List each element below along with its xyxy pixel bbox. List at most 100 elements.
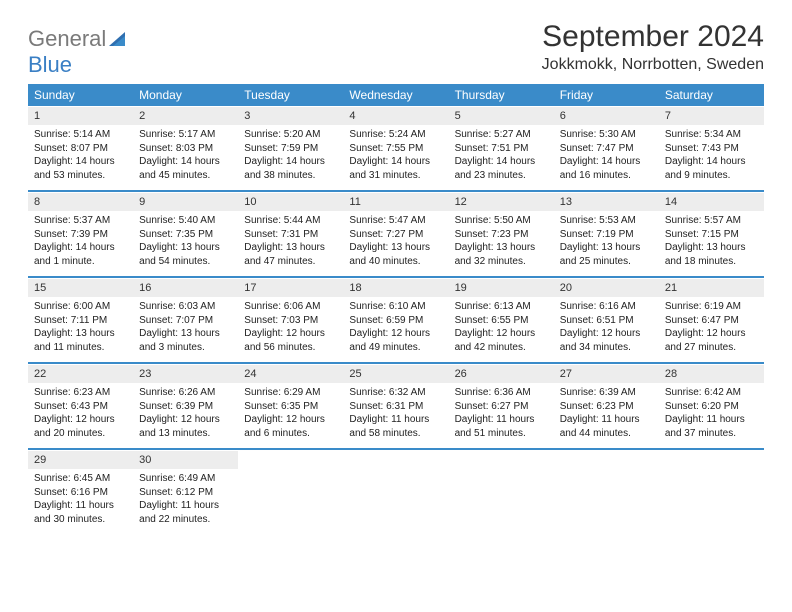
title-block: September 2024 Jokkmokk, Norrbotten, Swe… <box>542 20 764 74</box>
day-number: 15 <box>28 278 133 297</box>
day-number-row: 1234567 <box>28 106 764 125</box>
day-number: 21 <box>659 278 764 297</box>
day-number-row: 22232425262728 <box>28 364 764 383</box>
daylight-text: Daylight: 14 hours and 45 minutes. <box>139 155 232 182</box>
daylight-text: Daylight: 12 hours and 13 minutes. <box>139 413 232 440</box>
weekday-header: Sunday <box>28 84 133 106</box>
day-number <box>554 450 659 469</box>
sunset-text: Sunset: 7:11 PM <box>34 314 127 328</box>
sunrise-text: Sunrise: 5:24 AM <box>349 128 442 142</box>
sunrise-text: Sunrise: 5:57 AM <box>665 214 758 228</box>
day-details: Sunrise: 6:26 AMSunset: 6:39 PMDaylight:… <box>133 383 238 446</box>
day-details: Sunrise: 6:36 AMSunset: 6:27 PMDaylight:… <box>449 383 554 446</box>
day-number <box>449 450 554 469</box>
day-details: Sunrise: 5:24 AMSunset: 7:55 PMDaylight:… <box>343 125 448 188</box>
sunset-text: Sunset: 7:23 PM <box>455 228 548 242</box>
day-details: Sunrise: 6:16 AMSunset: 6:51 PMDaylight:… <box>554 297 659 360</box>
day-number: 12 <box>449 192 554 211</box>
sunrise-text: Sunrise: 6:03 AM <box>139 300 232 314</box>
sunrise-text: Sunrise: 5:30 AM <box>560 128 653 142</box>
day-details <box>343 469 448 532</box>
day-details: Sunrise: 6:49 AMSunset: 6:12 PMDaylight:… <box>133 469 238 532</box>
day-number: 14 <box>659 192 764 211</box>
day-details: Sunrise: 6:45 AMSunset: 6:16 PMDaylight:… <box>28 469 133 532</box>
day-details: Sunrise: 6:06 AMSunset: 7:03 PMDaylight:… <box>238 297 343 360</box>
daylight-text: Daylight: 14 hours and 31 minutes. <box>349 155 442 182</box>
sunset-text: Sunset: 6:23 PM <box>560 400 653 414</box>
daylight-text: Daylight: 14 hours and 23 minutes. <box>455 155 548 182</box>
daylight-text: Daylight: 14 hours and 1 minute. <box>34 241 127 268</box>
sunrise-text: Sunrise: 6:10 AM <box>349 300 442 314</box>
day-details: Sunrise: 6:13 AMSunset: 6:55 PMDaylight:… <box>449 297 554 360</box>
day-number: 5 <box>449 106 554 125</box>
daylight-text: Daylight: 13 hours and 32 minutes. <box>455 241 548 268</box>
daylight-text: Daylight: 14 hours and 38 minutes. <box>244 155 337 182</box>
day-details-row: Sunrise: 6:23 AMSunset: 6:43 PMDaylight:… <box>28 383 764 446</box>
weekday-header: Thursday <box>449 84 554 106</box>
sunrise-text: Sunrise: 5:14 AM <box>34 128 127 142</box>
sunrise-text: Sunrise: 6:39 AM <box>560 386 653 400</box>
day-details: Sunrise: 6:39 AMSunset: 6:23 PMDaylight:… <box>554 383 659 446</box>
day-details-row: Sunrise: 6:00 AMSunset: 7:11 PM Daylight:… <box>28 297 764 360</box>
day-number: 4 <box>343 106 448 125</box>
day-details: Sunrise: 5:14 AMSunset: 8:07 PMDaylight:… <box>28 125 133 188</box>
sunset-text: Sunset: 6:31 PM <box>349 400 442 414</box>
sunrise-text: Sunrise: 6:45 AM <box>34 472 127 486</box>
daylight-text: Daylight: 13 hours and 54 minutes. <box>139 241 232 268</box>
sunrise-text: Sunrise: 6:26 AM <box>139 386 232 400</box>
weekday-header: Tuesday <box>238 84 343 106</box>
day-details: Sunrise: 5:27 AMSunset: 7:51 PMDaylight:… <box>449 125 554 188</box>
logo-text-blue: Blue <box>28 52 129 78</box>
logo-sail-icon <box>109 32 129 46</box>
sunset-text: Sunset: 6:16 PM <box>34 486 127 500</box>
day-details: Sunrise: 6:00 AMSunset: 7:11 PMDaylight:… <box>28 297 133 360</box>
day-details: Sunrise: 5:30 AMSunset: 7:47 PMDaylight:… <box>554 125 659 188</box>
sunrise-text: Sunrise: 6:16 AM <box>560 300 653 314</box>
sunrise-text: Sunrise: 6:36 AM <box>455 386 548 400</box>
sunset-text: Sunset: 7:51 PM <box>455 142 548 156</box>
day-number: 23 <box>133 364 238 383</box>
day-details <box>238 469 343 532</box>
day-number: 13 <box>554 192 659 211</box>
sunrise-text: Sunrise: 6:19 AM <box>665 300 758 314</box>
day-details: Sunrise: 5:44 AMSunset: 7:31 PMDaylight:… <box>238 211 343 274</box>
weekday-header-row: SundayMondayTuesdayWednesdayThursdayFrid… <box>28 84 764 106</box>
location: Jokkmokk, Norrbotten, Sweden <box>542 56 764 74</box>
sunset-text: Sunset: 7:03 PM <box>244 314 337 328</box>
day-number-row: 891011121314 <box>28 192 764 211</box>
sunrise-text: Sunrise: 6:42 AM <box>665 386 758 400</box>
sunrise-text: Sunrise: 5:37 AM <box>34 214 127 228</box>
weekday-header: Friday <box>554 84 659 106</box>
day-number <box>238 450 343 469</box>
day-number: 20 <box>554 278 659 297</box>
day-details: Sunrise: 5:47 AMSunset: 7:27 PMDaylight:… <box>343 211 448 274</box>
day-number: 16 <box>133 278 238 297</box>
day-number <box>659 450 764 469</box>
day-number: 30 <box>133 450 238 469</box>
sunset-text: Sunset: 6:39 PM <box>139 400 232 414</box>
sunset-text: Sunset: 6:59 PM <box>349 314 442 328</box>
sunset-text: Sunset: 7:59 PM <box>244 142 337 156</box>
day-number <box>343 450 448 469</box>
day-details <box>554 469 659 532</box>
daylight-text: Daylight: 11 hours and 58 minutes. <box>349 413 442 440</box>
day-number: 9 <box>133 192 238 211</box>
sunset-text: Sunset: 7:43 PM <box>665 142 758 156</box>
sunrise-text: Sunrise: 5:47 AM <box>349 214 442 228</box>
day-number-row: 2930 <box>28 450 764 469</box>
sunset-text: Sunset: 6:12 PM <box>139 486 232 500</box>
sunrise-text: Sunrise: 5:17 AM <box>139 128 232 142</box>
daylight-text: Daylight: 12 hours and 56 minutes. <box>244 327 337 354</box>
month-title: September 2024 <box>542 20 764 54</box>
day-number: 7 <box>659 106 764 125</box>
day-details <box>449 469 554 532</box>
sunset-text: Sunset: 6:20 PM <box>665 400 758 414</box>
sunset-text: Sunset: 6:51 PM <box>560 314 653 328</box>
day-details: Sunrise: 6:23 AMSunset: 6:43 PMDaylight:… <box>28 383 133 446</box>
daylight-text: Daylight: 12 hours and 49 minutes. <box>349 327 442 354</box>
calendar: SundayMondayTuesdayWednesdayThursdayFrid… <box>28 84 764 532</box>
daylight-text: Daylight: 11 hours and 37 minutes. <box>665 413 758 440</box>
weekday-header: Monday <box>133 84 238 106</box>
day-number: 1 <box>28 106 133 125</box>
sunrise-text: Sunrise: 6:00 AM <box>34 300 127 314</box>
